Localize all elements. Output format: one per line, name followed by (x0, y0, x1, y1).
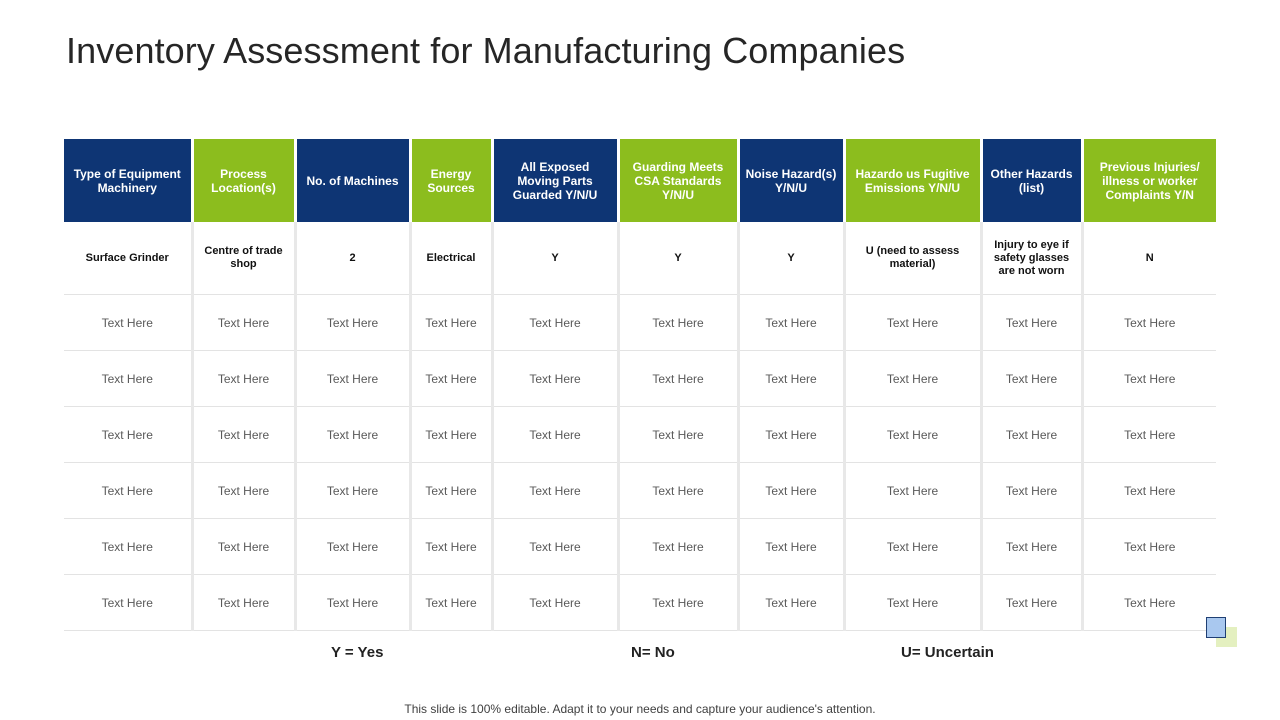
table-cell: Electrical (408, 222, 492, 295)
table-cell: Text Here (190, 350, 295, 407)
table-body: Surface Grinder Centre of trade shop 2 Elec… (64, 222, 1216, 631)
table-cell: Text Here (616, 294, 738, 351)
table-cell: Text Here (64, 350, 192, 407)
table-cell: Text Here (842, 294, 981, 351)
table-cell: Text Here (979, 350, 1082, 407)
table-row: Surface Grinder Centre of trade shop 2 Elec… (64, 222, 1216, 295)
table-cell: Text Here (64, 518, 192, 575)
table-cell: Injury to eye if safety glasses are not … (979, 222, 1082, 295)
table-cell: U (need to assess material) (842, 222, 981, 295)
table-cell: Text Here (190, 574, 295, 631)
table-cell: Text Here (490, 462, 618, 519)
table-cell: Text Here (979, 462, 1082, 519)
table-cell: Text Here (408, 350, 492, 407)
table-row: Text Here Text Here Text Here Text Here Text… (64, 518, 1216, 575)
table-cell: Text Here (490, 518, 618, 575)
table-cell: Text Here (190, 294, 295, 351)
page-title: Inventory Assessment for Manufacturing C… (66, 30, 906, 71)
table-cell: Text Here (1080, 406, 1216, 463)
column-header: Previous Injuries/ illness or worker Com… (1080, 139, 1216, 222)
table-cell: Text Here (979, 294, 1082, 351)
table-cell: Text Here (736, 350, 844, 407)
table-cell: Y (736, 222, 844, 295)
table-header-row: Type of Equipment Machinery Process Locat… (64, 139, 1216, 222)
table-cell: Text Here (490, 350, 618, 407)
column-header: Energy Sources (408, 139, 492, 222)
table-cell: Text Here (842, 406, 981, 463)
table-cell: Text Here (293, 518, 410, 575)
table-cell: Text Here (490, 574, 618, 631)
column-header: Other Hazards (list) (979, 139, 1082, 222)
decorative-square-blue (1206, 617, 1226, 638)
table-row: Text Here Text Here Text Here Text Here Text… (64, 294, 1216, 351)
column-header: Type of Equipment Machinery (64, 139, 192, 222)
footer-note: This slide is 100% editable. Adapt it to… (404, 702, 876, 716)
table-cell: Text Here (190, 406, 295, 463)
table-cell: Text Here (293, 406, 410, 463)
table-cell: Text Here (736, 294, 844, 351)
column-header: Guarding Meets CSA Standards Y/N/U (616, 139, 738, 222)
table-cell: Y (616, 222, 738, 295)
table-cell: Text Here (1080, 574, 1216, 631)
table-cell: Text Here (616, 574, 738, 631)
table-cell: Text Here (842, 574, 981, 631)
table-cell: Text Here (736, 406, 844, 463)
table-cell: Text Here (293, 294, 410, 351)
table-cell: Text Here (190, 518, 295, 575)
table-cell: Text Here (616, 350, 738, 407)
table-cell: Text Here (408, 462, 492, 519)
legend-yes: Y = Yes (331, 644, 384, 661)
table-cell: Text Here (616, 406, 738, 463)
table-cell: Text Here (736, 574, 844, 631)
column-header: Noise Hazard(s) Y/N/U (736, 139, 844, 222)
table-cell: Surface Grinder (64, 222, 192, 295)
table-cell: Text Here (490, 294, 618, 351)
table-row: Text Here Text Here Text Here Text Here Text… (64, 462, 1216, 519)
table-cell: N (1080, 222, 1216, 295)
table-cell: Text Here (979, 518, 1082, 575)
table-cell: Text Here (979, 574, 1082, 631)
table-cell: Text Here (979, 406, 1082, 463)
table-cell: Text Here (64, 406, 192, 463)
inventory-table-container: Type of Equipment Machinery Process Locat… (64, 139, 1216, 631)
column-header: All Exposed Moving Parts Guarded Y/N/U (490, 139, 618, 222)
table-cell: Text Here (408, 518, 492, 575)
table-cell: Text Here (616, 462, 738, 519)
table-row: Text Here Text Here Text Here Text Here Text… (64, 574, 1216, 631)
legend-uncertain: U= Uncertain (901, 644, 994, 661)
inventory-table: Type of Equipment Machinery Process Locat… (64, 139, 1216, 631)
table-cell: Text Here (408, 406, 492, 463)
table-cell: Text Here (736, 462, 844, 519)
table-cell: Text Here (190, 462, 295, 519)
table-cell: Text Here (64, 294, 192, 351)
column-header: Process Location(s) (190, 139, 295, 222)
table-cell: Text Here (490, 406, 618, 463)
legend-no: N= No (631, 644, 675, 661)
table-cell: Text Here (408, 294, 492, 351)
column-header: No. of Machines (293, 139, 410, 222)
table-cell: Y (490, 222, 618, 295)
table-cell: Text Here (1080, 294, 1216, 351)
table-row: Text Here Text Here Text Here Text Here Text… (64, 350, 1216, 407)
table-cell: Text Here (293, 574, 410, 631)
table-cell: Text Here (842, 462, 981, 519)
table-cell: Centre of trade shop (190, 222, 295, 295)
table-row: Text Here Text Here Text Here Text Here Text… (64, 406, 1216, 463)
table-cell: Text Here (842, 350, 981, 407)
table-cell: 2 (293, 222, 410, 295)
table-cell: Text Here (1080, 350, 1216, 407)
table-cell: Text Here (64, 462, 192, 519)
table-cell: Text Here (736, 518, 844, 575)
table-cell: Text Here (1080, 518, 1216, 575)
table-cell: Text Here (64, 574, 192, 631)
table-cell: Text Here (616, 518, 738, 575)
table-cell: Text Here (842, 518, 981, 575)
table-cell: Text Here (293, 462, 410, 519)
table-cell: Text Here (293, 350, 410, 407)
table-cell: Text Here (408, 574, 492, 631)
column-header: Hazardo us Fugitive Emissions Y/N/U (842, 139, 981, 222)
table-cell: Text Here (1080, 462, 1216, 519)
